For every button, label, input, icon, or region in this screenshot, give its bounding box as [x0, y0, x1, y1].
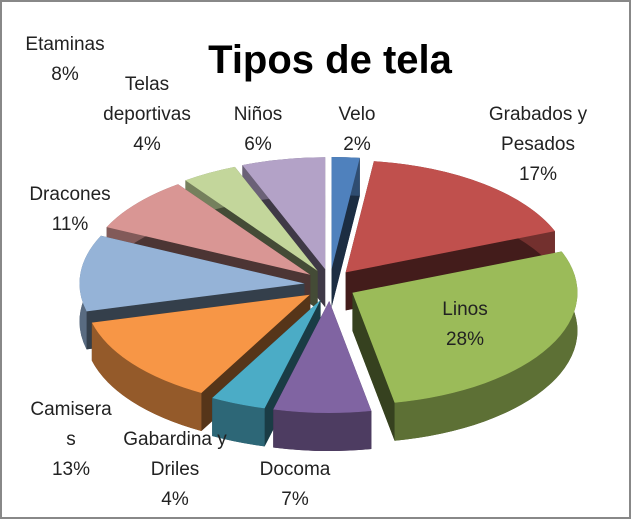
slice-label: Linos 28% [420, 295, 510, 355]
slice-side [352, 292, 395, 441]
slice [79, 235, 305, 312]
slice [91, 294, 310, 393]
slice-wall [91, 322, 202, 431]
label-value: 2% [343, 134, 371, 155]
label-name: Telas deportivas [103, 74, 191, 125]
slice-wall [273, 409, 372, 451]
slice [331, 157, 360, 270]
slice-label: Grabados y Pesados 17% [478, 100, 598, 190]
slice-label: Dracones 11% [10, 180, 130, 240]
label-value: 4% [133, 134, 161, 155]
label-value: 11% [51, 214, 89, 235]
label-name: Gabardina y Driles [123, 429, 227, 480]
slice [352, 251, 578, 403]
slice-label: Telas deportivas 4% [88, 70, 206, 160]
label-value: 4% [161, 489, 189, 510]
label-name: Docoma [259, 459, 331, 480]
slice-label: Velo 2% [322, 100, 392, 160]
slice [242, 157, 326, 270]
label-value: 7% [281, 489, 309, 510]
slice [273, 300, 372, 413]
label-value: 28% [445, 329, 485, 350]
label-name: Camiseras [30, 399, 112, 450]
slice-label: Docoma 7% [235, 455, 355, 515]
chart-title: Tipos de tela [208, 38, 452, 82]
slice [212, 299, 321, 409]
slice-label: Gabardina y Driles 4% [120, 425, 230, 515]
label-name: Grabados y Pesados [488, 104, 588, 155]
label-name: Dracones [29, 184, 111, 205]
slice-wall [394, 251, 578, 441]
label-name: Etaminas [25, 34, 105, 55]
slice-label: Niños 6% [218, 100, 298, 160]
slice [345, 161, 555, 273]
slice [106, 184, 311, 275]
label-value: 13% [51, 459, 91, 480]
slice-label: Etaminas 8% [15, 30, 115, 90]
label-name: Niños [233, 104, 283, 125]
label-name: Velo [338, 104, 376, 125]
slice-label: Camiseras 13% [30, 395, 112, 485]
slice-wall [212, 398, 265, 447]
label-value: 8% [51, 64, 79, 85]
slice [185, 166, 318, 271]
label-value: 17% [518, 164, 558, 185]
label-value: 6% [244, 134, 272, 155]
label-name: Linos [442, 299, 488, 320]
